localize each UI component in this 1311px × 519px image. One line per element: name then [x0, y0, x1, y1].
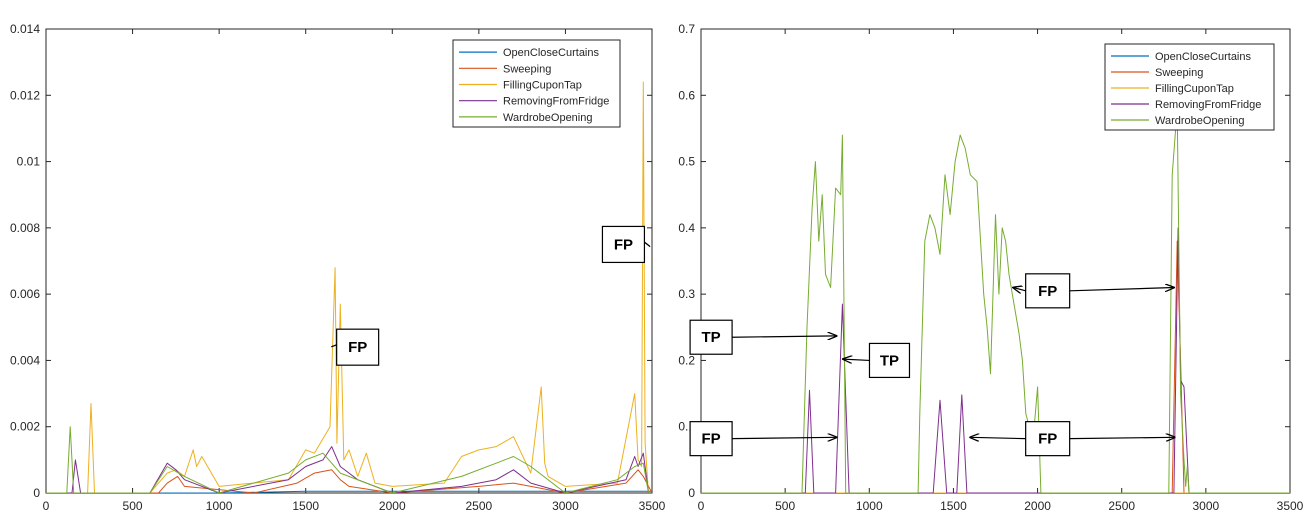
x-tick-label: 500: [775, 499, 795, 513]
x-tick-label: 2500: [466, 499, 493, 513]
x-tick-label: 2000: [1024, 499, 1051, 513]
series-line-open-close-curtains: [46, 490, 652, 493]
y-tick-label: 0: [33, 486, 40, 500]
y-tick-label: 0: [688, 486, 695, 500]
annotation-box: [689, 319, 733, 355]
legend: OpenCloseCurtains Sweeping FillingCuponTap…: [1104, 43, 1275, 131]
legend-label: Sweeping: [503, 63, 551, 75]
annotation-arrow: [970, 437, 1026, 438]
x-tick-label: 3000: [1193, 499, 1220, 513]
series-line-sweeping: [46, 469, 652, 493]
annotation-arrow: [732, 336, 836, 337]
legend-label: WardrobeOpening: [1155, 115, 1244, 127]
legend-label: WardrobeOpening: [503, 112, 592, 124]
y-tick-label: 0.01: [17, 155, 41, 169]
annotation-label: FP: [702, 431, 721, 448]
y-tick-label: 0.3: [678, 287, 695, 301]
annotation-arrow: [1013, 288, 1026, 291]
legend-label: Sweeping: [1155, 67, 1203, 79]
x-tick-label: 0: [43, 499, 50, 513]
legend-label: OpenCloseCurtains: [503, 47, 599, 59]
y-tick-label: 0.006: [10, 287, 40, 301]
legend-label: OpenCloseCurtains: [1155, 51, 1251, 63]
x-tick-label: 1500: [940, 499, 967, 513]
annotation-box: [601, 225, 646, 264]
x-tick-label: 500: [123, 499, 143, 513]
annotation-box: [1025, 421, 1071, 457]
annotation-label: FP: [348, 339, 367, 356]
y-tick-label: 0.008: [10, 221, 40, 235]
y-tick-label: 0.002: [10, 420, 40, 434]
x-tick-label: 2000: [379, 499, 406, 513]
legend-label: RemovingFromFridge: [503, 96, 609, 108]
x-tick-label: 0: [698, 499, 705, 513]
annotation-label: FP: [1038, 431, 1057, 448]
annotation-arrow: [843, 359, 870, 360]
x-tick-label: 3500: [639, 499, 666, 513]
legend-box: [1104, 43, 1275, 131]
annotation-arrow: [732, 437, 836, 438]
y-tick-label: 0.004: [10, 353, 40, 367]
series-line-wardrobe-opening: [46, 426, 649, 493]
annotation-label: TP: [702, 329, 721, 346]
annotation-label: FP: [614, 236, 633, 253]
annotation-box: [868, 342, 911, 379]
chart-left: 0 500 1000 1500 2000 2500 3000 3500 0 0.002 0.004 0…: [10, 22, 666, 513]
legend-label: FillingCuponTap: [1155, 83, 1234, 95]
chart-right: 0 500 1000 1500 2000 2500 3000 350000.10.20.30.…: [678, 22, 1303, 513]
x-tick-label: 1000: [206, 499, 233, 513]
x-tick-label: 3500: [1277, 499, 1304, 513]
series-line-wardrobe-opening: [701, 108, 1290, 493]
y-tick-label: 0.5: [678, 155, 695, 169]
x-tick-label: 1000: [856, 499, 883, 513]
legend-box: [452, 39, 621, 128]
legend-label: RemovingFromFridge: [1155, 99, 1261, 111]
annotation-arrow: [1069, 437, 1175, 438]
x-tick-label: 3000: [552, 499, 579, 513]
y-tick-label: 0.014: [10, 22, 40, 36]
annotation-box: [689, 421, 733, 457]
annotation-box: [1025, 273, 1071, 309]
x-tick-label: 1500: [292, 499, 319, 513]
y-tick-label: 0.2: [678, 353, 695, 367]
annotation-label: TP: [880, 352, 899, 369]
y-tick-label: 0.012: [10, 88, 40, 102]
annotation-box: [336, 328, 380, 366]
annotation-label: FP: [1038, 283, 1057, 300]
y-tick-label: 0.7: [678, 22, 695, 36]
x-tick-label: 2500: [1108, 499, 1135, 513]
legend-label: FillingCuponTap: [503, 80, 582, 92]
annotation-arrow: [1069, 288, 1174, 291]
y-tick-label: 0.4: [678, 221, 695, 235]
legend: OpenCloseCurtains Sweeping FillingCuponTap…: [452, 39, 621, 128]
y-tick-label: 0.6: [678, 88, 695, 102]
